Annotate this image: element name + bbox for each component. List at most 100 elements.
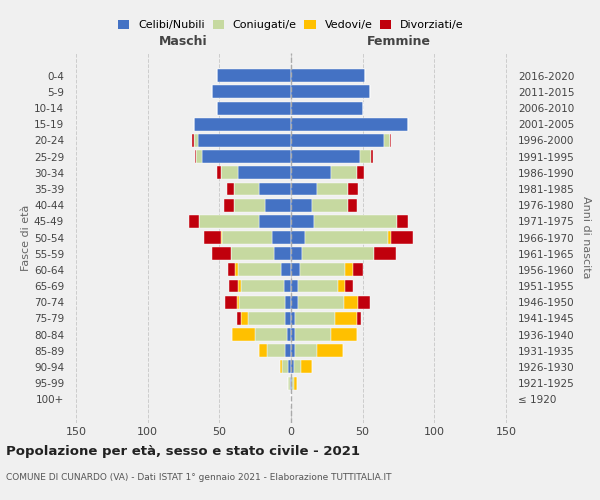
Bar	[212, 86, 291, 98]
Bar	[294, 360, 301, 374]
Bar	[195, 150, 196, 163]
Bar	[291, 231, 305, 244]
Bar	[291, 376, 292, 390]
Bar	[228, 264, 235, 276]
Bar	[284, 280, 291, 292]
Bar	[222, 231, 272, 244]
Bar	[198, 134, 291, 147]
Bar	[288, 360, 291, 374]
Bar	[335, 312, 357, 325]
Bar	[292, 376, 294, 390]
Bar	[199, 215, 259, 228]
Bar	[291, 328, 295, 341]
Bar	[281, 264, 291, 276]
Bar	[241, 280, 284, 292]
Bar	[225, 296, 236, 308]
Bar	[314, 215, 397, 228]
Bar	[192, 134, 194, 147]
Bar	[295, 344, 317, 357]
Bar	[238, 280, 241, 292]
Bar	[291, 215, 314, 228]
Bar	[221, 231, 222, 244]
Bar	[266, 344, 285, 357]
Bar	[255, 328, 287, 341]
Bar	[298, 280, 338, 292]
Bar	[291, 247, 302, 260]
Bar	[397, 215, 409, 228]
Bar	[212, 247, 231, 260]
Bar	[194, 134, 198, 147]
Bar	[259, 182, 291, 196]
Bar	[224, 198, 234, 211]
Bar	[371, 150, 373, 163]
Bar	[288, 376, 290, 390]
Bar	[331, 328, 357, 341]
Bar	[357, 166, 364, 179]
Text: Maschi: Maschi	[159, 35, 208, 48]
Bar	[360, 150, 371, 163]
Bar	[259, 344, 266, 357]
Bar	[295, 328, 331, 341]
Bar	[294, 376, 297, 390]
Bar	[317, 182, 348, 196]
Bar	[265, 198, 291, 211]
Bar	[346, 280, 353, 292]
Bar	[217, 166, 221, 179]
Bar	[283, 360, 288, 374]
Bar	[291, 70, 365, 82]
Bar	[331, 166, 357, 179]
Bar	[348, 198, 357, 211]
Bar	[203, 231, 221, 244]
Bar	[291, 312, 295, 325]
Bar	[348, 182, 358, 196]
Bar	[232, 328, 255, 341]
Bar	[274, 247, 291, 260]
Y-axis label: Anni di nascita: Anni di nascita	[581, 196, 591, 279]
Bar	[299, 264, 346, 276]
Bar	[291, 150, 360, 163]
Bar	[238, 166, 291, 179]
Bar	[290, 376, 291, 390]
Bar	[295, 312, 335, 325]
Bar	[235, 264, 238, 276]
Bar	[236, 296, 239, 308]
Bar	[291, 86, 370, 98]
Bar	[285, 344, 291, 357]
Bar	[239, 296, 285, 308]
Bar	[302, 247, 374, 260]
Text: Femmine: Femmine	[367, 35, 430, 48]
Text: COMUNE DI CUNARDO (VA) - Dati ISTAT 1° gennaio 2021 - Elaborazione TUTTITALIA.IT: COMUNE DI CUNARDO (VA) - Dati ISTAT 1° g…	[6, 473, 392, 482]
Y-axis label: Fasce di età: Fasce di età	[21, 204, 31, 270]
Bar	[305, 231, 388, 244]
Bar	[317, 344, 343, 357]
Bar	[236, 312, 241, 325]
Bar	[285, 312, 291, 325]
Bar	[196, 150, 202, 163]
Bar	[301, 360, 313, 374]
Bar	[384, 134, 390, 147]
Bar	[259, 215, 291, 228]
Bar	[346, 264, 353, 276]
Bar	[234, 182, 259, 196]
Bar	[353, 264, 362, 276]
Bar	[234, 198, 265, 211]
Text: Popolazione per età, sesso e stato civile - 2021: Popolazione per età, sesso e stato civil…	[6, 445, 360, 458]
Bar	[357, 312, 361, 325]
Bar	[238, 264, 281, 276]
Bar	[358, 296, 370, 308]
Bar	[287, 328, 291, 341]
Bar	[280, 360, 283, 374]
Bar	[231, 247, 274, 260]
Bar	[291, 344, 295, 357]
Bar	[291, 360, 294, 374]
Bar	[291, 198, 313, 211]
Bar	[227, 182, 234, 196]
Bar	[291, 102, 362, 114]
Bar	[217, 70, 291, 82]
Bar	[190, 215, 199, 228]
Bar	[338, 280, 346, 292]
Bar	[285, 296, 291, 308]
Bar	[291, 296, 298, 308]
Bar	[391, 231, 413, 244]
Legend: Celibi/Nubili, Coniugati/e, Vedovi/e, Divorziati/e: Celibi/Nubili, Coniugati/e, Vedovi/e, Di…	[114, 16, 468, 35]
